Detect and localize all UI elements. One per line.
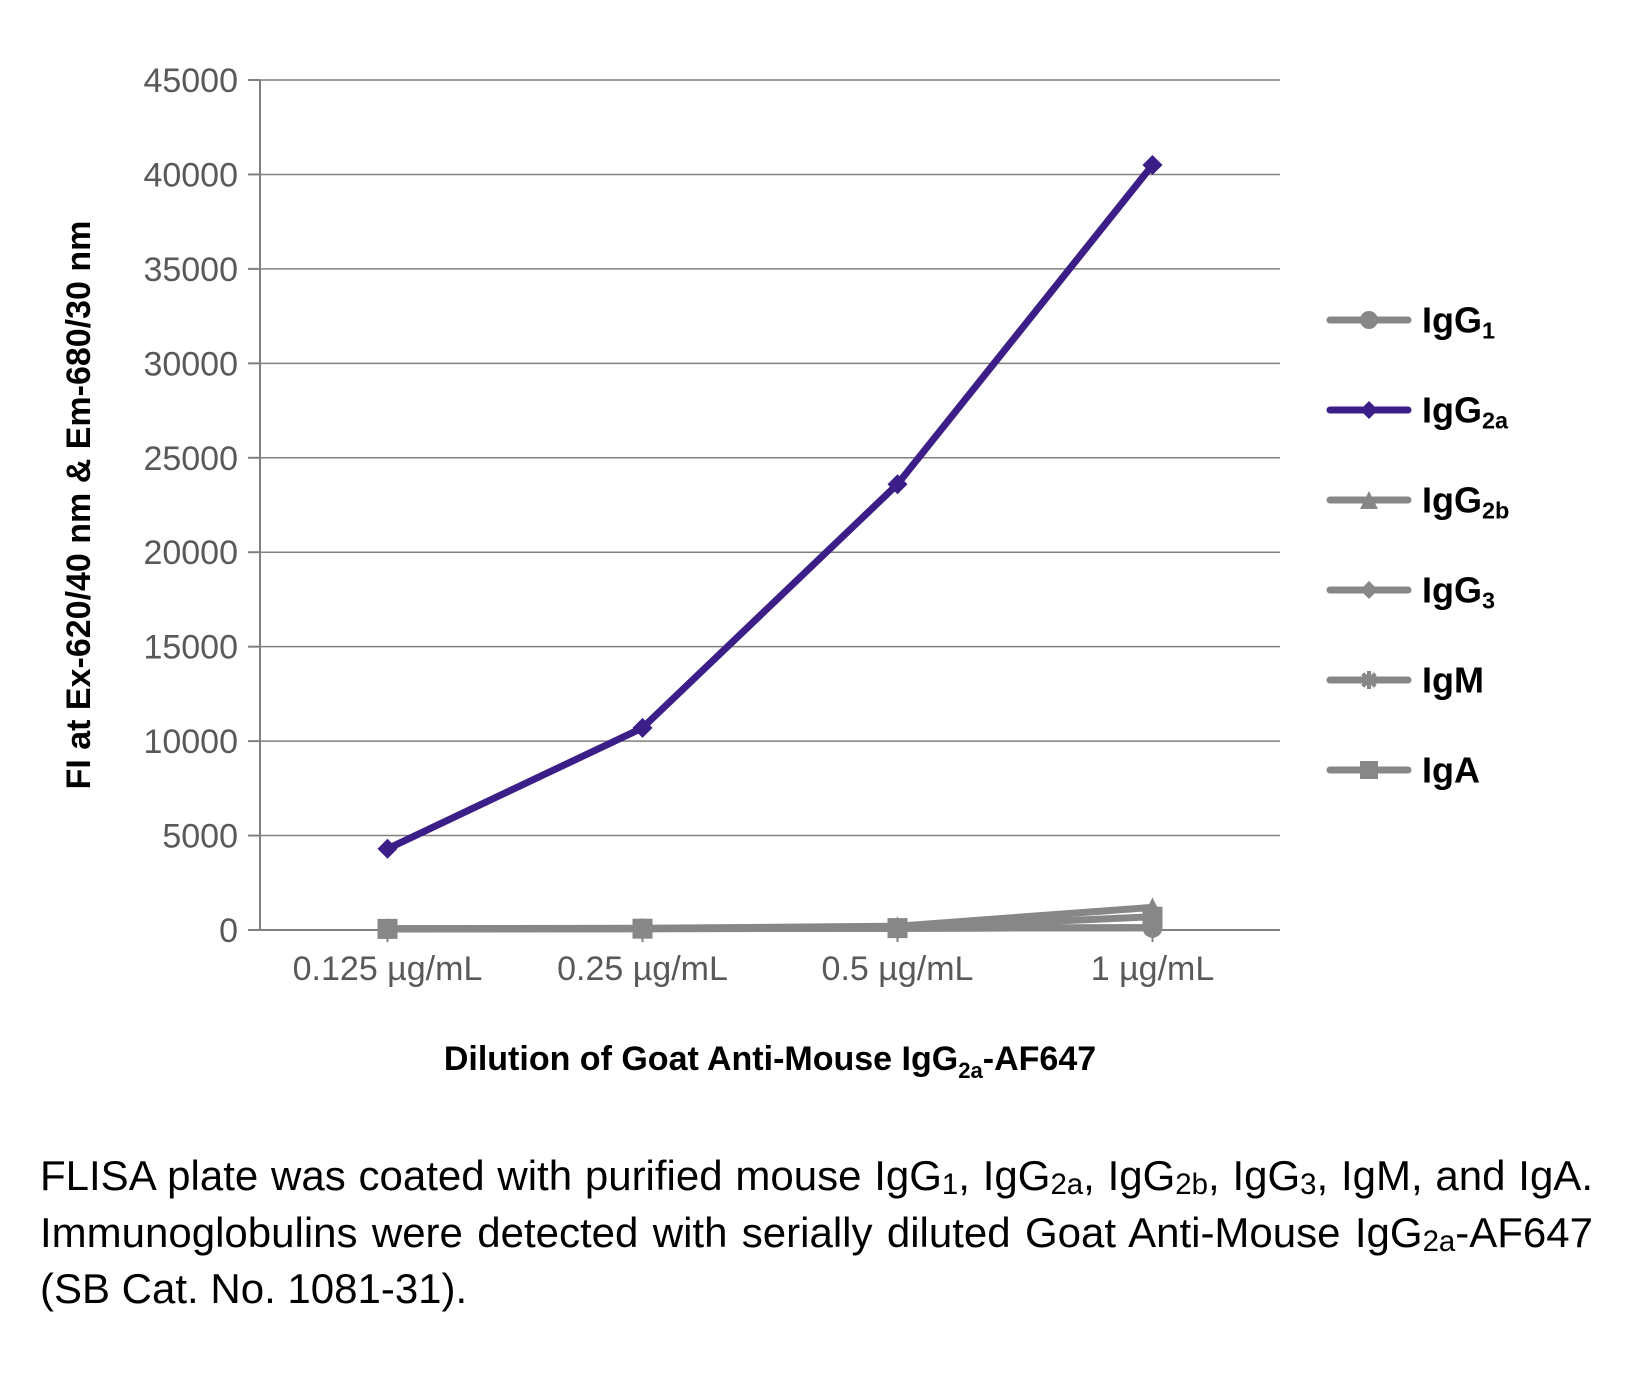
svg-text:0.25 µg/mL: 0.25 µg/mL [557,950,728,988]
svg-text:20000: 20000 [143,534,238,572]
svg-text:10000: 10000 [143,723,238,761]
svg-text:45000: 45000 [143,62,238,100]
svg-text:25000: 25000 [143,440,238,478]
svg-text:0: 0 [219,912,238,950]
svg-text:Dilution of Goat Anti-Mouse Ig: Dilution of Goat Anti-Mouse IgG2a-AF647 [444,1040,1096,1083]
svg-text:0.125 µg/mL: 0.125 µg/mL [293,950,483,988]
svg-text:1 µg/mL: 1 µg/mL [1091,950,1215,988]
svg-text:30000: 30000 [143,345,238,383]
figure-caption: FLISA plate was coated with purified mou… [40,1148,1593,1318]
svg-text:40000: 40000 [143,156,238,194]
svg-text:15000: 15000 [143,629,238,667]
svg-text:5000: 5000 [162,818,238,856]
svg-text:0.5 µg/mL: 0.5 µg/mL [822,950,974,988]
svg-text:FI at Ex-620/40 nm & Em-680/30: FI at Ex-620/40 nm & Em-680/30 nm [60,221,98,790]
svg-text:35000: 35000 [143,251,238,289]
flisa-line-chart: 0 5000 10000 15000 20000 25000 30000 35000 40000… [40,40,1593,1120]
svg-text:IgA: IgA [1422,750,1480,791]
svg-text:IgM: IgM [1422,660,1484,701]
